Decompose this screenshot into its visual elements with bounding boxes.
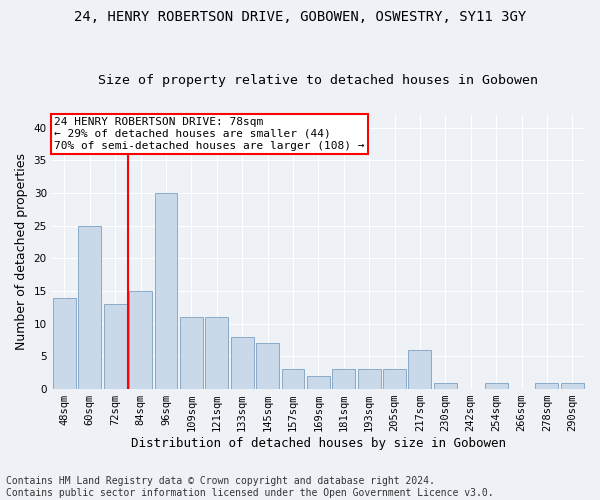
Bar [485,382,508,389]
Bar [104,304,127,389]
Bar [434,382,457,389]
Bar [561,382,584,389]
Bar [256,344,279,389]
Bar [383,370,406,389]
Bar [535,382,559,389]
Y-axis label: Number of detached properties: Number of detached properties [15,154,28,350]
Text: 24 HENRY ROBERTSON DRIVE: 78sqm
← 29% of detached houses are smaller (44)
70% of: 24 HENRY ROBERTSON DRIVE: 78sqm ← 29% of… [55,118,365,150]
Bar [231,337,254,389]
X-axis label: Distribution of detached houses by size in Gobowen: Distribution of detached houses by size … [131,437,506,450]
Bar [358,370,380,389]
Bar [53,298,76,389]
Bar [281,370,304,389]
Title: Size of property relative to detached houses in Gobowen: Size of property relative to detached ho… [98,74,538,87]
Bar [307,376,330,389]
Bar [332,370,355,389]
Bar [409,350,431,389]
Bar [79,226,101,389]
Bar [155,193,178,389]
Bar [129,291,152,389]
Bar [180,317,203,389]
Bar [205,317,228,389]
Text: Contains HM Land Registry data © Crown copyright and database right 2024.
Contai: Contains HM Land Registry data © Crown c… [6,476,494,498]
Text: 24, HENRY ROBERTSON DRIVE, GOBOWEN, OSWESTRY, SY11 3GY: 24, HENRY ROBERTSON DRIVE, GOBOWEN, OSWE… [74,10,526,24]
